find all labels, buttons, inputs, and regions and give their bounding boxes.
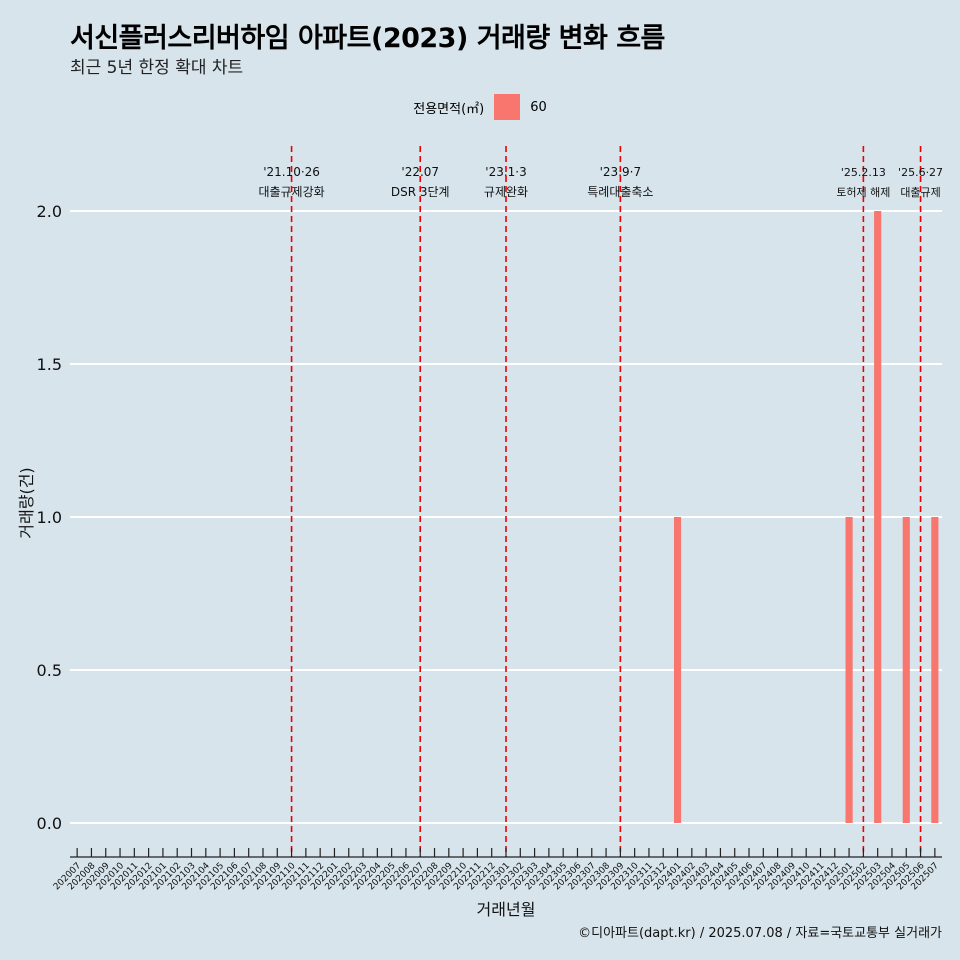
- event-date-label: '25.2.13: [841, 166, 886, 179]
- y-axis-title: 거래량(건): [17, 467, 36, 538]
- bar: [874, 211, 882, 823]
- legend-title: 전용면적(㎡): [413, 101, 485, 117]
- legend-swatch-60: [494, 94, 521, 120]
- event-date-label: '25.6·27: [898, 166, 943, 179]
- y-tick-label: 0.0: [37, 814, 62, 833]
- event-text-label: 대출규제강화: [258, 185, 324, 199]
- bar: [902, 517, 910, 823]
- y-tick-label: 1.0: [37, 508, 62, 527]
- source-caption: ©디아파트(dapt.kr) / 2025.07.08 / 자료=국토교통부 실…: [578, 926, 942, 941]
- event-text-label: 대출규제: [900, 186, 940, 199]
- legend: 전용면적(㎡) 60: [0, 94, 960, 120]
- bar: [673, 517, 682, 823]
- chart-title: 서신플러스리버하임 아파트(2023) 거래량 변화 흐름: [70, 23, 665, 54]
- y-tick-label: 2.0: [37, 202, 62, 221]
- bar: [845, 517, 853, 823]
- bar: [931, 517, 939, 823]
- legend-label-60: 60: [530, 99, 547, 115]
- event-text-label: DSR 3단계: [391, 185, 450, 199]
- chart-subtitle: 최근 5년 한정 확대 차트: [70, 58, 244, 78]
- event-text-label: 특례대출축소: [587, 185, 653, 199]
- event-date-label: '22.07: [401, 165, 439, 179]
- event-date-label: '23.9·7: [600, 165, 641, 179]
- event-date-label: '21.10·26: [263, 165, 320, 179]
- y-tick-label: 0.5: [37, 661, 62, 680]
- y-tick-label: 1.5: [37, 355, 62, 374]
- x-axis-title: 거래년월: [477, 900, 536, 919]
- event-text-label: 규제완화: [484, 185, 528, 199]
- event-date-label: '23.1·3: [485, 165, 526, 179]
- event-text-label: 토허제 해제: [836, 185, 890, 199]
